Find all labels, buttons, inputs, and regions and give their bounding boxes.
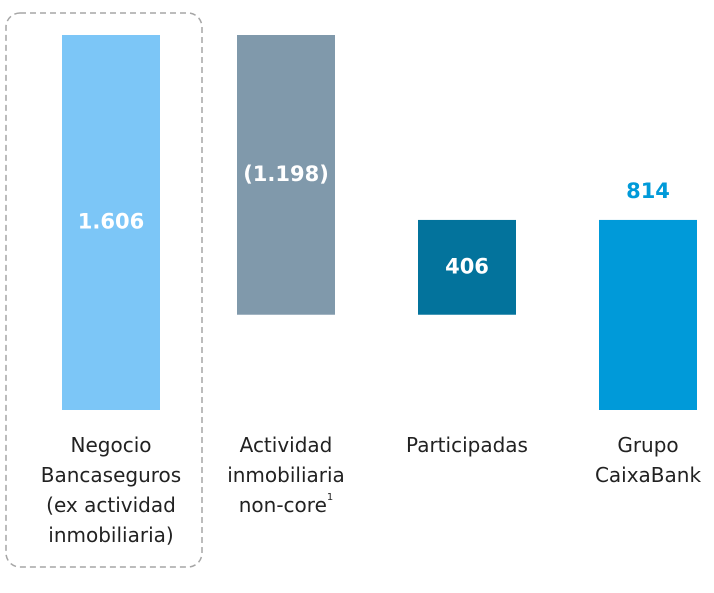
category-label: non-core1: [239, 492, 334, 517]
category-line: Negocio: [71, 433, 152, 457]
category-label: Grupo: [617, 433, 678, 457]
bar: [237, 35, 335, 315]
category-line: (ex actividad: [46, 493, 176, 517]
category-line: Bancaseguros: [41, 463, 181, 487]
value-label: 1.606: [78, 210, 144, 234]
category-label: (ex actividad: [46, 493, 176, 517]
category-line: Actividad: [240, 433, 333, 457]
category-label: CaixaBank: [595, 463, 702, 487]
category-line: Grupo: [617, 433, 678, 457]
category-label: Negocio: [71, 433, 152, 457]
bar: [418, 219, 516, 315]
category-line: CaixaBank: [595, 463, 702, 487]
footnote-mark: 1: [327, 492, 333, 503]
value-label: (1.198): [243, 162, 329, 186]
category-label: Bancaseguros: [41, 463, 181, 487]
value-label: 406: [445, 254, 489, 278]
category-line: inmobiliaria): [48, 523, 173, 547]
category-label: inmobiliaria): [48, 523, 173, 547]
category-line: non-core: [239, 493, 327, 517]
category-label: inmobiliaria: [227, 463, 345, 487]
highlight-frame: [5, 12, 203, 568]
category-line: Participadas: [406, 433, 528, 457]
bar: [599, 219, 697, 410]
category-label: Actividad: [240, 433, 333, 457]
category-label: Participadas: [406, 433, 528, 457]
category-line: inmobiliaria: [227, 463, 345, 487]
bar: [62, 35, 160, 410]
value-label: 814: [626, 179, 670, 203]
